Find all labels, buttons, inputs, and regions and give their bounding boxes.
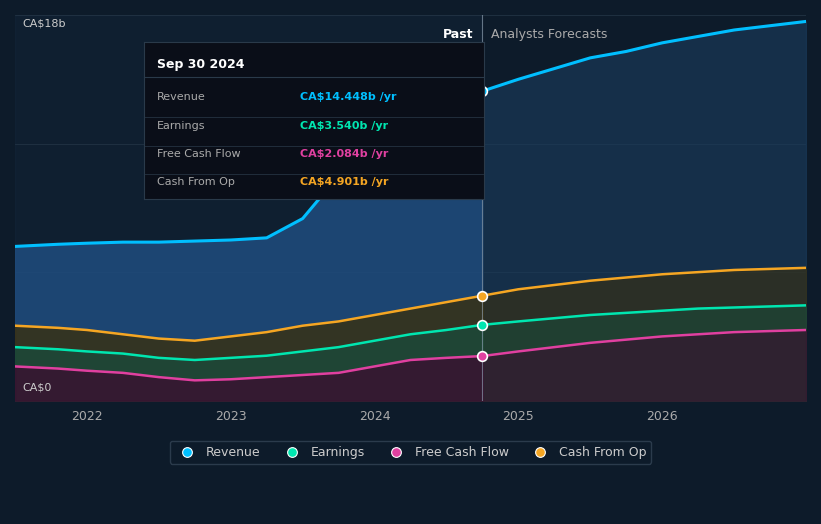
Text: CA$14.448b /yr: CA$14.448b /yr (300, 92, 397, 102)
Text: CA$0: CA$0 (22, 382, 52, 392)
Text: Cash From Op: Cash From Op (158, 177, 235, 187)
Text: Analysts Forecasts: Analysts Forecasts (491, 28, 608, 41)
Legend: Revenue, Earnings, Free Cash Flow, Cash From Op: Revenue, Earnings, Free Cash Flow, Cash … (170, 441, 651, 464)
Text: Free Cash Flow: Free Cash Flow (158, 149, 241, 159)
Text: Earnings: Earnings (158, 121, 206, 130)
Bar (15, 15, 483, 401)
Text: Revenue: Revenue (158, 92, 206, 102)
Text: CA$18b: CA$18b (22, 18, 66, 28)
Text: Sep 30 2024: Sep 30 2024 (158, 58, 245, 71)
Text: Past: Past (443, 28, 474, 41)
Text: CA$3.540b /yr: CA$3.540b /yr (300, 121, 388, 130)
Text: CA$4.901b /yr: CA$4.901b /yr (300, 177, 389, 187)
Text: CA$2.084b /yr: CA$2.084b /yr (300, 149, 389, 159)
